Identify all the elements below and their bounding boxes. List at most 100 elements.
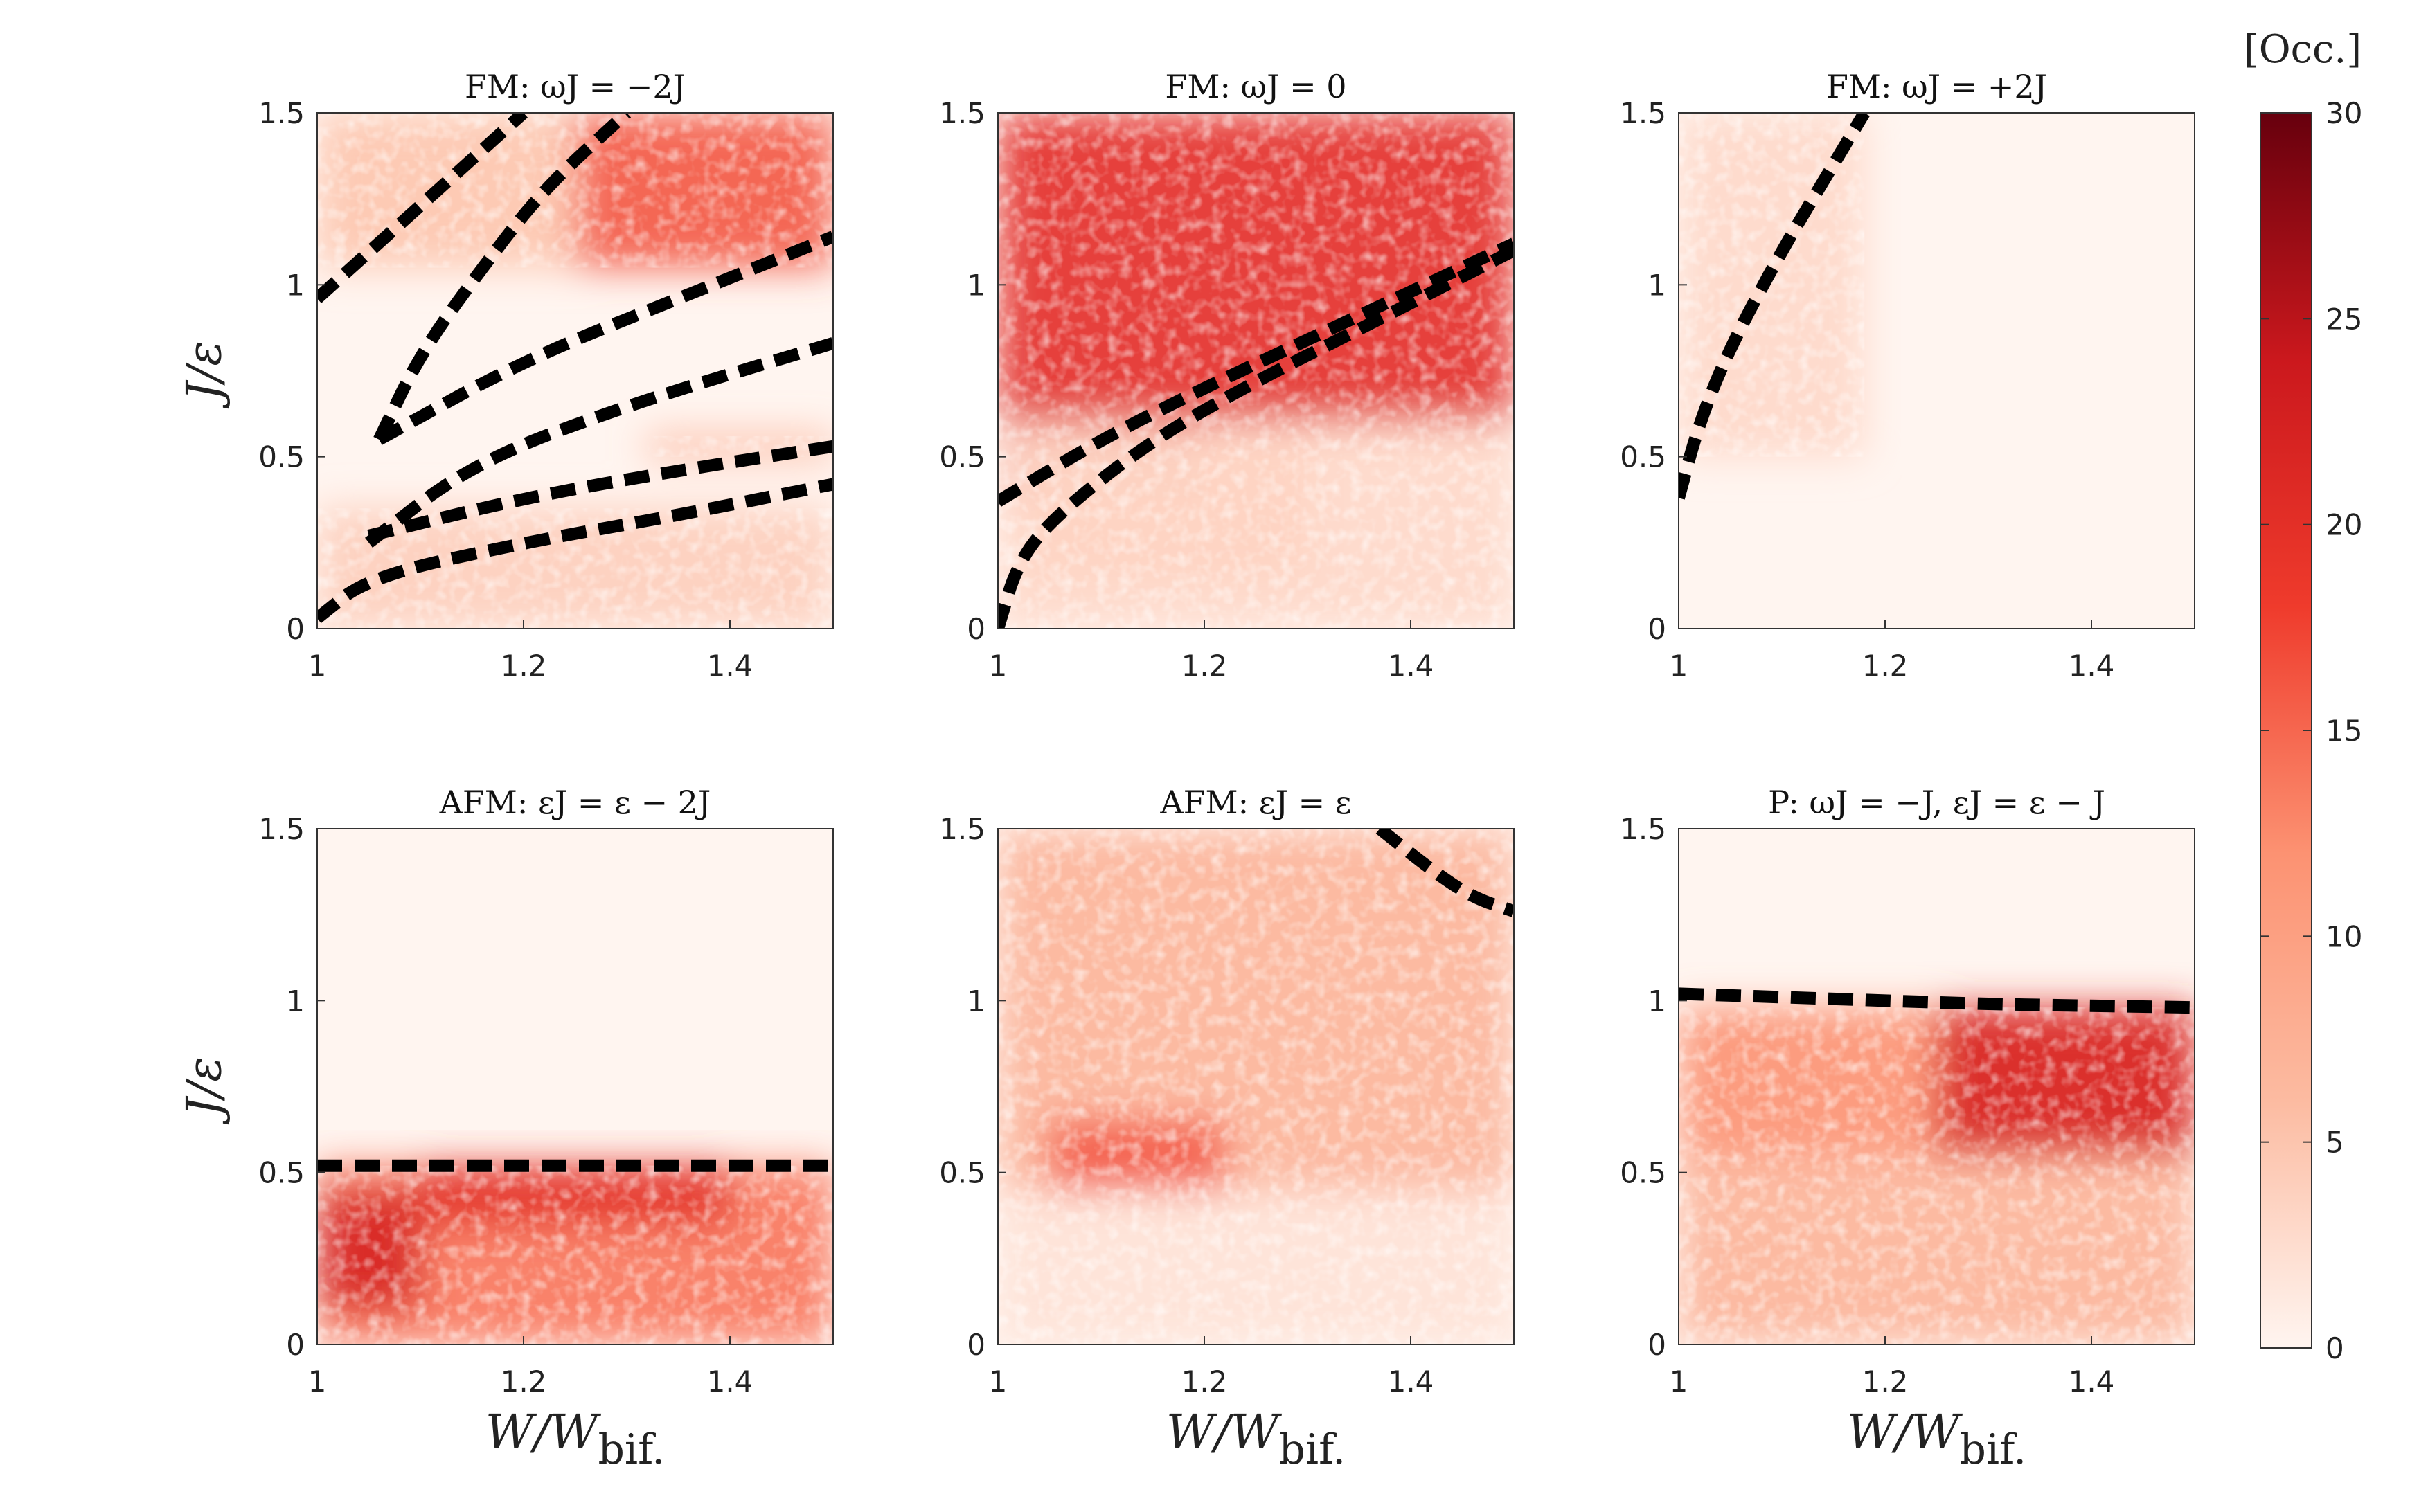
x-tick-label: 1.4 [1388,1365,1434,1398]
heatmap-regions [317,113,833,629]
y-tick-label: 1 [286,984,305,1018]
panel-3: 0 0.5 1 1.5 1 1.2 1.4 FM: ωJ = +2J [1620,68,2195,683]
boundary-curve [1679,113,1870,500]
heatmap-speckle [575,113,833,268]
y-tick-label: 0 [967,612,985,646]
colorbar: [Occ.] 0 5 10 15 20 25 30 [2244,27,2363,1365]
boundary-curve [367,440,833,542]
y-tick-label: 0 [967,1328,985,1362]
panel-4: 0 0.5 1 1.5 1 1.2 1.4 AFM: εJ = ε − 2J J/ε W/Wbif… [177,784,834,1474]
heatmap-speckle [1936,1007,2195,1155]
heatmap-speckle [317,1189,420,1311]
boundary-curve [373,113,632,442]
y-tick-label: 1.5 [258,812,305,846]
x-tick-label: 1 [1670,1365,1688,1398]
boundary-curve [1679,987,2195,1014]
x-tick-label: 1.2 [1181,649,1228,683]
boundary-curves [1679,987,2195,1014]
axes-frame [1678,828,2195,1345]
y-tick-label: 1 [286,268,305,302]
panel-2: 0 0.5 1 1.5 1 1.2 1.4 FM: ωJ = 0 [939,68,1515,683]
y-tick-label: 1.5 [939,96,985,130]
x-tick-label: 1.4 [2069,1365,2115,1398]
x-tick-label: 1 [989,1365,1008,1398]
x-tick-label: 1 [1670,649,1688,683]
x-tick-label: 1 [989,649,1008,683]
y-tick-label: 0.5 [939,1156,985,1190]
heatmap-regions [317,1165,833,1344]
heatmap-regions [998,829,1514,1344]
axes-frame [997,112,1515,629]
boundary-curves [1375,829,1514,917]
colorbar-tick-label: 25 [2326,302,2362,336]
y-tick-label: 1.5 [1620,96,1666,130]
x-tick-label: 1.2 [501,1365,547,1398]
x-tick-label: 1.2 [1862,1365,1909,1398]
y-tick-label: 0.5 [1620,440,1666,474]
y-axis-label: J/ε [177,341,232,409]
y-tick-label: 0.5 [258,440,305,474]
panel-title: FM: ωJ = 0 [1165,68,1346,105]
heatmap-speckle [998,113,1514,422]
x-tick-label: 1.4 [707,649,753,683]
heatmap-speckle [998,1189,1514,1344]
y-tick-label: 0 [286,1328,305,1362]
panel-title: AFM: εJ = ε [1159,784,1351,821]
panel-1: 0 0.5 1 1.5 1 1.2 1.4 FM: ωJ = −2J J/ε [177,68,834,683]
y-tick-label: 0.5 [1620,1156,1666,1190]
y-tick-label: 0.5 [939,440,985,474]
heatmap-regions [998,113,1514,629]
heatmap-regions [1679,113,1865,457]
heatmap-speckle [420,1165,730,1225]
boundary-curve [376,231,833,445]
x-tick-label: 1.4 [2069,649,2115,683]
panel-title: FM: ωJ = +2J [1826,68,2047,105]
boundary-curve [365,337,833,548]
x-axis-label: W/Wbif. [485,1405,665,1474]
y-tick-label: 0 [286,612,305,646]
x-axis-label: W/Wbif. [1847,1405,2026,1474]
colorbar-tick-label: 5 [2326,1126,2344,1160]
x-tick-label: 1.4 [707,1365,753,1398]
x-tick-label: 1 [308,649,327,683]
heatmap-regions [1679,1007,2195,1344]
boundary-curve [998,237,1514,507]
y-tick-label: 0 [1648,612,1666,646]
heatmap-speckle [1679,113,1865,457]
x-tick-label: 1.2 [1181,1365,1228,1398]
colorbar-tick-label: 20 [2326,508,2362,542]
heatmap-speckle [1049,1121,1225,1190]
y-tick-label: 1.5 [939,812,985,846]
x-tick-label: 1.2 [501,649,547,683]
boundary-curve [998,244,1514,629]
axes-frame [316,112,834,629]
colorbar-tick-label: 10 [2326,919,2362,953]
axes-frame [997,828,1515,1345]
colorbar-tick-label: 15 [2326,714,2362,748]
panel-title: P: ωJ = −J, εJ = ε − J [1768,784,2105,821]
y-axis-label: J/ε [177,1056,232,1125]
boundary-curves [1679,113,1870,500]
y-tick-label: 1 [1648,984,1666,1018]
boundary-curves [317,113,833,624]
boundary-curve [317,113,528,303]
x-tick-label: 1 [308,1365,327,1398]
x-tick-label: 1.4 [1388,649,1434,683]
panel-title: AFM: εJ = ε − 2J [439,784,711,821]
boundary-curve [1375,829,1514,917]
y-tick-label: 1 [967,268,985,302]
colorbar-gradient [2260,112,2312,1349]
colorbar-unit-label: [Occ.] [2244,27,2362,72]
y-tick-label: 0 [1648,1328,1666,1362]
y-tick-label: 1.5 [1620,812,1666,846]
colorbar-tick-label: 30 [2326,96,2362,130]
y-tick-label: 1.5 [258,96,305,130]
axes-frame [316,828,834,1345]
heatmap-speckle [647,435,833,457]
heatmap-speckle [1679,1155,2195,1344]
y-tick-label: 1 [967,984,985,1018]
x-tick-label: 1.2 [1862,649,1909,683]
panel-6: 0 0.5 1 1.5 1 1.2 1.4 P: ωJ = −J, εJ = ε − J W/W… [1620,784,2195,1474]
boundary-curves [998,237,1514,629]
